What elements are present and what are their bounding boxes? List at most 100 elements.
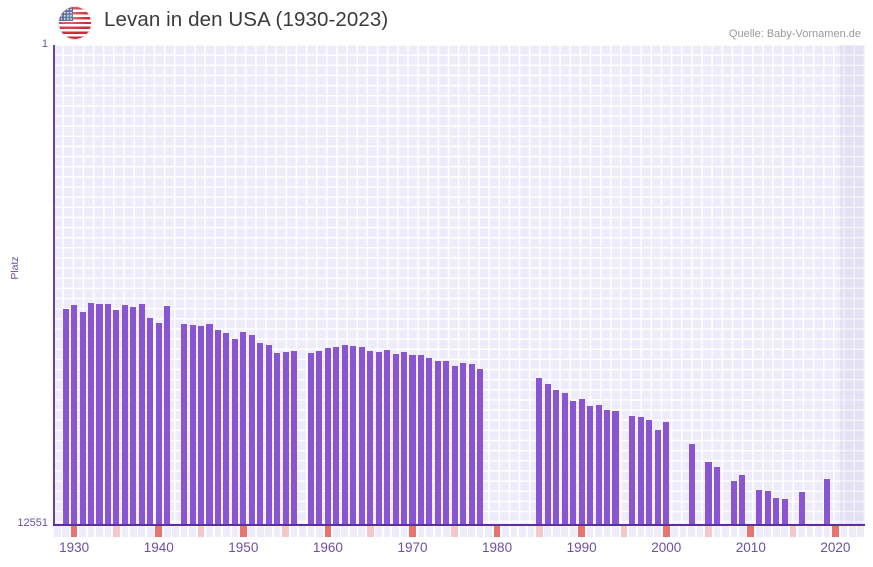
x-axis-line <box>53 524 865 526</box>
bar[interactable] <box>417 355 424 524</box>
bar[interactable] <box>367 351 374 524</box>
x-tick-major <box>832 526 839 537</box>
bar[interactable] <box>240 332 247 524</box>
x-tick-minor <box>510 526 518 537</box>
bar[interactable] <box>468 364 475 524</box>
bar[interactable] <box>324 348 331 524</box>
x-tick-major <box>662 526 670 537</box>
bar[interactable] <box>71 305 78 524</box>
bar[interactable] <box>350 346 357 524</box>
bar[interactable] <box>375 352 382 524</box>
bar[interactable] <box>443 361 450 524</box>
bar[interactable] <box>392 354 399 524</box>
bar[interactable] <box>282 352 289 524</box>
x-tick-half <box>451 526 459 537</box>
bar[interactable] <box>713 467 721 524</box>
bar[interactable] <box>147 318 154 524</box>
bar[interactable] <box>79 312 86 524</box>
bar[interactable] <box>553 390 560 524</box>
bar[interactable] <box>730 481 737 524</box>
bar[interactable] <box>705 462 712 524</box>
bar[interactable] <box>595 405 602 524</box>
x-tick-minor <box>806 526 814 537</box>
bar[interactable] <box>62 309 69 524</box>
x-tick-minor <box>214 526 222 537</box>
bar[interactable] <box>646 420 653 524</box>
x-tick-minor <box>637 526 645 537</box>
bar[interactable] <box>460 363 467 524</box>
x-tick-minor <box>146 526 154 537</box>
x-tick-minor <box>426 526 433 537</box>
bar[interactable] <box>798 492 805 524</box>
bar[interactable] <box>189 325 196 524</box>
bar[interactable] <box>477 369 484 524</box>
bar[interactable] <box>587 406 594 524</box>
bar[interactable] <box>451 366 458 524</box>
bar[interactable] <box>265 345 272 524</box>
x-tick-minor <box>739 526 746 537</box>
x-tick-minor <box>223 526 230 537</box>
bar[interactable] <box>96 304 103 524</box>
x-tick-minor <box>688 526 695 537</box>
bar[interactable] <box>781 499 788 524</box>
bar[interactable] <box>113 310 120 524</box>
bar[interactable] <box>739 475 746 524</box>
x-axis-tick-label: 2010 <box>735 540 766 555</box>
bar[interactable] <box>341 345 348 524</box>
bar[interactable] <box>426 358 433 524</box>
bar[interactable] <box>274 353 281 524</box>
bar[interactable] <box>214 330 221 524</box>
x-tick-minor <box>468 526 475 537</box>
bar[interactable] <box>637 417 644 524</box>
x-tick-minor <box>273 526 281 537</box>
bar[interactable] <box>603 410 611 524</box>
bar[interactable] <box>316 351 323 524</box>
bar[interactable] <box>612 411 619 524</box>
bar[interactable] <box>181 324 188 524</box>
bar[interactable] <box>570 401 577 524</box>
bar[interactable] <box>104 304 112 524</box>
bar[interactable] <box>121 305 128 524</box>
bar[interactable] <box>823 479 830 524</box>
bar[interactable] <box>756 490 763 524</box>
bar[interactable] <box>688 444 695 524</box>
x-tick-minor <box>569 526 577 537</box>
bar[interactable] <box>291 351 298 524</box>
bar[interactable] <box>333 347 340 524</box>
bar[interactable] <box>561 393 568 524</box>
bar[interactable] <box>773 498 780 524</box>
bar[interactable] <box>400 352 408 524</box>
bar[interactable] <box>206 324 213 524</box>
x-tick-minor <box>79 526 86 537</box>
bar[interactable] <box>409 355 416 524</box>
x-axis-tick-strip <box>53 526 865 537</box>
bar[interactable] <box>654 430 661 524</box>
bar[interactable] <box>130 307 137 524</box>
bar[interactable] <box>223 333 230 524</box>
bar[interactable] <box>663 422 670 524</box>
x-tick-minor <box>527 526 535 537</box>
bar[interactable] <box>764 491 771 524</box>
bar[interactable] <box>434 361 441 524</box>
bar[interactable] <box>358 347 365 524</box>
bar[interactable] <box>231 339 238 524</box>
bar[interactable] <box>578 399 585 524</box>
x-tick-minor <box>104 526 112 537</box>
bar[interactable] <box>88 303 95 524</box>
bar[interactable] <box>544 384 551 524</box>
bar[interactable] <box>307 353 315 524</box>
bar[interactable] <box>138 304 145 524</box>
bar[interactable] <box>536 378 543 524</box>
plot-area[interactable] <box>53 45 865 526</box>
x-tick-minor <box>629 526 636 537</box>
x-axis-tick-label: 1970 <box>397 540 428 555</box>
bar[interactable] <box>384 350 391 524</box>
bar[interactable] <box>248 335 255 524</box>
x-tick-minor <box>256 526 264 537</box>
bar[interactable] <box>164 306 171 524</box>
bar[interactable] <box>257 343 264 524</box>
bar[interactable] <box>197 326 205 524</box>
bar[interactable] <box>629 416 636 524</box>
x-axis-tick-label: 1950 <box>228 540 259 555</box>
bar[interactable] <box>155 323 162 524</box>
